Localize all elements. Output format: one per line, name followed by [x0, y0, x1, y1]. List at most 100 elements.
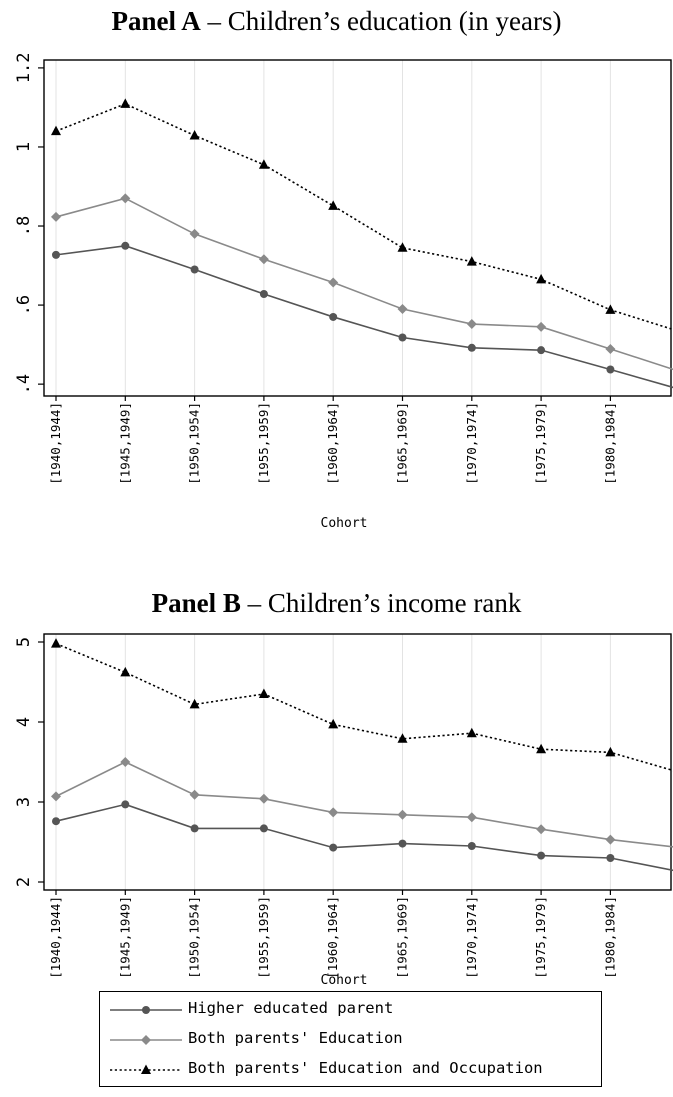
x-tick-label: [1940,1944]: [48, 896, 63, 979]
data-point: [536, 321, 547, 332]
data-point: [537, 851, 546, 860]
data-point: [606, 365, 615, 374]
x-tick-label: [1950,1954]: [187, 402, 202, 485]
data-point: [120, 98, 131, 108]
data-point: [52, 250, 60, 259]
series-line: [55, 642, 673, 772]
data-point: [189, 228, 200, 239]
data-point: [51, 638, 61, 648]
x-tick-label: [1950,1954]: [187, 896, 202, 979]
data-point: [120, 193, 131, 204]
data-point: [120, 757, 131, 767]
legend: Higher educated parent Both parents' Edu…: [99, 991, 602, 1087]
data-point: [605, 343, 616, 354]
x-tick-label: [1965,1969]: [395, 896, 410, 979]
data-point: [258, 793, 269, 804]
y-tick-label: 4: [14, 717, 34, 727]
data-point: [258, 254, 269, 265]
data-point: [397, 733, 408, 743]
data-point: [52, 817, 60, 826]
data-point: [605, 834, 616, 845]
data-point: [328, 718, 339, 729]
legend-marker: [142, 1006, 150, 1014]
data-point: [51, 791, 61, 802]
x-tick-label: [1985,1989]: [672, 896, 673, 979]
data-point: [189, 789, 200, 800]
x-axis-label: Cohort: [321, 973, 368, 988]
y-tick-label: 5: [14, 637, 34, 647]
legend-item: Higher educated parent: [100, 998, 601, 1022]
data-point: [605, 304, 616, 314]
series-line: [55, 803, 673, 872]
panel-b-chart: 2 3 4 5 [1940,1944] [1945,1949] [1950,1954] [19…: [14, 633, 673, 988]
y-tick-label: 1: [14, 142, 34, 152]
data-point: [536, 824, 547, 835]
panel-b-title: Panel B – Children’s income rank: [0, 588, 673, 619]
y-tick-label: .8: [14, 216, 34, 236]
data-point: [466, 727, 477, 738]
x-tick-label: [1970,1974]: [464, 896, 479, 979]
data-point: [121, 241, 130, 250]
grid: [55, 60, 611, 396]
x-tick-label: [1975,1979]: [533, 896, 548, 979]
panel-b-title-rest: – Children’s income rank: [240, 588, 522, 618]
grid: [55, 634, 611, 890]
x-tick-label: [1940,1944]: [48, 402, 63, 485]
data-point: [329, 843, 338, 852]
data-point: [328, 277, 339, 288]
panel-a-chart: .4 .6 .8 1 1.2 [1940,1944] [1945,1949] [1950,19…: [14, 53, 673, 531]
data-point: [259, 290, 268, 299]
data-point: [606, 854, 615, 862]
data-point: [466, 319, 477, 330]
data-point: [467, 842, 476, 850]
legend-swatch: [110, 1064, 182, 1074]
series-line: [55, 244, 673, 389]
x-tick-label: [1945,1949]: [117, 402, 132, 485]
series: [52, 800, 673, 872]
x-tick-label: [1945,1949]: [117, 896, 132, 979]
panel-a-title-bold: Panel A: [111, 6, 201, 36]
x-tick-label: [1980,1984]: [602, 896, 617, 979]
y-tick-label: 3: [14, 797, 34, 807]
data-point: [328, 807, 339, 818]
x-tick-label: [1985,1989]: [672, 402, 673, 485]
data-point: [329, 312, 338, 321]
series-line: [55, 103, 673, 331]
plot-frame: [43, 59, 672, 397]
x-tick-label: [1960,1964]: [325, 402, 340, 485]
data-point: [398, 333, 407, 342]
data-point: [537, 346, 546, 355]
legend-item: Both parents' Education: [100, 1028, 601, 1052]
series: [51, 98, 673, 331]
data-point: [189, 130, 200, 140]
data-point: [259, 824, 268, 833]
y-tick-label: 1.2: [14, 53, 34, 84]
data-point: [120, 666, 131, 677]
series: [51, 757, 673, 848]
plot-frame: [43, 633, 672, 891]
panel-a-title: Panel A – Children’s education (in years…: [0, 6, 673, 37]
legend-label: Both parents' Education and Occupation: [188, 1059, 543, 1077]
series: [51, 193, 673, 371]
series: [52, 241, 673, 389]
x-tick-label: [1980,1984]: [602, 402, 617, 485]
data-point: [190, 824, 199, 833]
legend-swatch: [110, 1035, 182, 1045]
y-tick-label: 2: [14, 877, 34, 887]
data-point: [258, 688, 269, 698]
data-point: [397, 242, 408, 252]
panel-b-title-bold: Panel B: [151, 588, 241, 618]
series-line: [55, 761, 673, 848]
data-point: [328, 200, 339, 210]
legend-label: Higher educated parent: [188, 999, 394, 1017]
data-point: [536, 743, 547, 754]
data-point: [397, 304, 408, 315]
series-line: [55, 197, 673, 371]
data-point: [466, 812, 477, 823]
data-point: [190, 265, 199, 274]
x-tick-label: [1970,1974]: [464, 402, 479, 485]
legend-marker: [141, 1035, 151, 1045]
y-tick-label: .6: [14, 295, 34, 315]
data-point: [466, 256, 477, 266]
legend-label: Both parents' Education: [188, 1029, 403, 1047]
